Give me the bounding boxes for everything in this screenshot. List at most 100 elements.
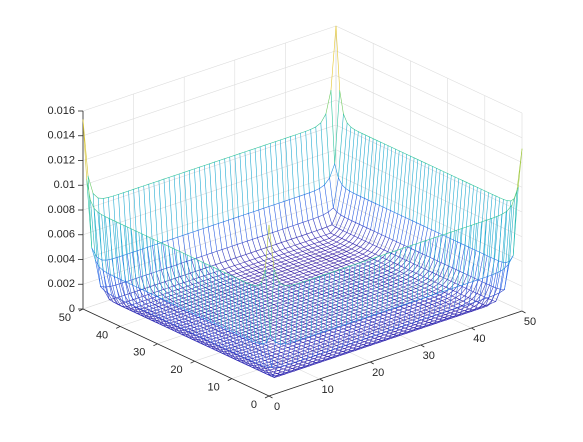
mesh-line	[405, 281, 410, 283]
mesh-line	[341, 322, 346, 324]
mesh-line	[400, 243, 404, 245]
mesh-line	[382, 330, 386, 332]
mesh-line	[377, 332, 381, 334]
mesh-line	[471, 224, 476, 226]
mesh-line	[405, 305, 409, 307]
mesh-line	[464, 273, 468, 275]
wall-grid-line	[336, 125, 522, 212]
mesh-line	[224, 269, 228, 273]
mesh-line	[296, 357, 301, 359]
mesh-line	[344, 272, 348, 274]
mesh-line	[259, 296, 264, 298]
mesh-line	[364, 296, 369, 298]
mesh-line	[288, 277, 293, 279]
mesh-line	[229, 281, 234, 283]
mesh-line	[242, 270, 247, 272]
mesh-line	[180, 275, 185, 277]
mesh-line	[269, 205, 274, 207]
mesh-line	[307, 342, 312, 344]
mesh-line	[321, 237, 325, 241]
mesh-line	[387, 282, 392, 284]
mesh-line	[227, 248, 231, 260]
mesh-line	[451, 230, 456, 232]
mesh-line	[273, 327, 278, 329]
mesh-line	[184, 296, 189, 298]
mesh-line	[388, 293, 392, 295]
mesh-line	[197, 256, 202, 258]
mesh-line	[275, 356, 280, 358]
mesh-line	[393, 313, 398, 315]
mesh-line	[273, 233, 277, 245]
mesh-line	[348, 259, 353, 261]
mesh-line	[263, 285, 268, 287]
mesh-line	[280, 264, 285, 266]
mesh-line	[231, 258, 236, 260]
mesh-line	[335, 244, 340, 247]
mesh-line	[303, 251, 307, 253]
mesh-line	[395, 255, 399, 257]
mesh-line	[418, 317, 423, 319]
mesh-line	[352, 195, 357, 221]
mesh-line	[186, 314, 191, 316]
mesh-line	[292, 337, 296, 339]
mesh-line	[334, 261, 339, 263]
mesh-line	[306, 310, 311, 312]
mesh-line	[398, 312, 403, 314]
mesh-line	[173, 300, 178, 302]
mesh-line	[270, 357, 275, 359]
mesh-line	[378, 282, 383, 284]
mesh-line	[157, 295, 162, 297]
mesh-line	[268, 352, 273, 354]
mesh-line	[372, 289, 376, 291]
mesh-line	[294, 310, 298, 312]
mesh-line	[242, 272, 246, 274]
mesh-line	[290, 261, 295, 263]
mesh-line	[245, 152, 249, 213]
mesh-line	[350, 324, 354, 326]
mesh-line	[226, 315, 230, 317]
mesh-line	[488, 275, 493, 277]
mesh-line	[487, 218, 492, 220]
mesh-line	[318, 217, 322, 229]
mesh-line	[176, 250, 180, 252]
mesh-line	[321, 272, 326, 274]
mesh-line	[169, 176, 174, 178]
mesh-line	[284, 289, 288, 291]
mesh-line	[309, 293, 313, 295]
mesh-line	[304, 282, 308, 284]
mesh-line	[398, 301, 402, 303]
mesh-line	[267, 310, 271, 312]
mesh-line	[351, 261, 356, 263]
mesh-line	[253, 289, 258, 291]
mesh-line	[315, 342, 320, 344]
mesh-line	[287, 339, 291, 341]
mesh-line	[214, 300, 218, 302]
mesh-line	[337, 332, 342, 334]
mesh-line	[383, 319, 387, 321]
mesh-line	[301, 336, 306, 338]
mesh-line	[185, 305, 190, 307]
mesh-line	[309, 191, 314, 193]
mesh-line	[270, 347, 274, 349]
mesh-line	[218, 222, 223, 224]
mesh-line	[296, 337, 301, 339]
mesh-line	[325, 178, 330, 185]
mesh-line	[354, 255, 358, 257]
mesh-line	[356, 197, 361, 223]
mesh-line	[275, 313, 279, 315]
mesh-line	[382, 308, 387, 310]
mesh-line	[339, 317, 344, 319]
mesh-line	[293, 320, 298, 322]
mesh-line	[373, 245, 377, 247]
mesh-line	[456, 298, 460, 300]
mesh-line	[312, 342, 316, 344]
mesh-line	[370, 284, 374, 286]
mesh-line	[403, 153, 407, 155]
mesh-line	[174, 174, 179, 176]
mesh-line	[209, 274, 213, 278]
mesh-line	[300, 317, 304, 319]
mesh-line	[163, 303, 168, 305]
mesh-line	[178, 237, 182, 263]
mesh-line	[283, 347, 288, 349]
mesh-line	[194, 167, 199, 169]
